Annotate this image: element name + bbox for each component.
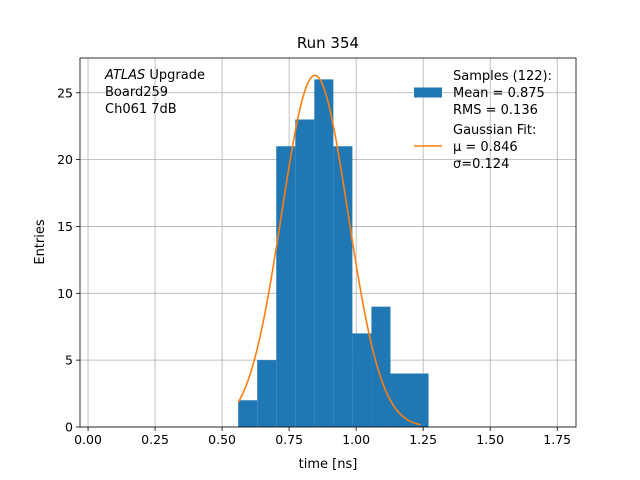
x-tick-label: 1.50 — [476, 432, 504, 447]
x-tick-label: 0.75 — [275, 432, 303, 447]
legend-text: Gaussian Fit: — [453, 123, 536, 138]
x-tick-label: 0.25 — [141, 432, 169, 447]
legend-text: μ = 0.846 — [453, 140, 518, 155]
annotation-box: ATLAS Upgrade Board259 Ch061 7dB — [104, 68, 205, 117]
histogram-bar — [257, 360, 277, 427]
histogram-bar — [390, 373, 410, 427]
histogram-bar — [333, 146, 353, 427]
y-tick-label: 15 — [57, 219, 73, 234]
gaussian-fit-curve — [237, 74, 421, 426]
x-tick-label: 1.75 — [543, 432, 571, 447]
legend: Samples (122): Mean = 0.875 RMS = 0.136 G… — [414, 69, 552, 172]
y-tick-label: 10 — [57, 286, 73, 301]
x-axis-ticks: 0.00 0.25 0.50 0.75 1.00 1.25 1.50 1.75 — [74, 427, 571, 447]
chart-title: Run 354 — [297, 34, 359, 52]
x-tick-label: 1.00 — [342, 432, 370, 447]
y-axis-ticks: 0 5 10 15 20 25 — [57, 85, 80, 435]
annotation-line: Ch061 7dB — [105, 102, 177, 117]
histogram-bar — [371, 306, 391, 427]
histogram-bar — [352, 333, 372, 427]
x-tick-label: 0.50 — [208, 432, 236, 447]
x-tick-label: 1.25 — [409, 432, 437, 447]
annotation-italic: ATLAS — [104, 68, 145, 83]
annotation-text: Ch061 7dB — [105, 102, 177, 117]
annotation-text: Upgrade — [145, 68, 205, 83]
y-tick-label: 20 — [57, 152, 73, 167]
histogram-bar — [409, 373, 429, 427]
legend-text: Samples (122): — [453, 69, 552, 84]
annotation-line: Board259 — [105, 85, 168, 100]
plot-frame — [79, 57, 577, 428]
y-axis-label: Entries — [33, 219, 48, 265]
histogram-bar — [295, 119, 315, 427]
annotation-line: ATLAS Upgrade — [104, 68, 205, 83]
legend-text: RMS = 0.136 — [453, 103, 538, 118]
annotation-text: Board259 — [105, 85, 168, 100]
plot-area — [79, 57, 577, 428]
y-tick-label: 5 — [65, 353, 73, 368]
histogram-bars — [238, 79, 429, 428]
y-tick-label: 0 — [65, 420, 73, 435]
x-tick-label: 0.00 — [74, 432, 102, 447]
histogram-bar — [314, 79, 334, 428]
legend-text: σ=0.124 — [453, 157, 509, 172]
legend-samples-swatch — [414, 87, 442, 98]
histogram-bar — [238, 400, 258, 427]
x-axis-label: time [ns] — [299, 457, 358, 472]
legend-text: Mean = 0.875 — [453, 86, 545, 101]
y-tick-label: 25 — [57, 85, 73, 100]
